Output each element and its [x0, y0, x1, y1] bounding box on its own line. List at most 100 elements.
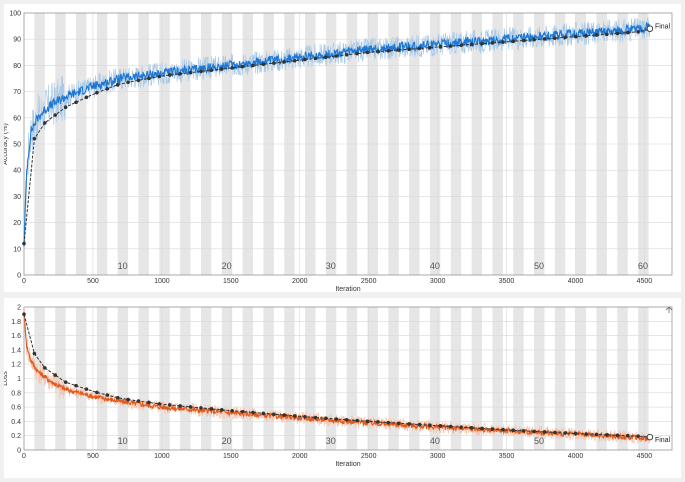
- validation-point: [178, 404, 182, 408]
- validation-point: [542, 430, 547, 434]
- validation-point: [105, 393, 110, 397]
- y-axis-label: Loss: [4, 371, 9, 386]
- x-tick-label: 3500: [499, 453, 515, 460]
- validation-point: [126, 397, 130, 402]
- validation-point: [74, 100, 78, 105]
- validation-point: [199, 406, 203, 410]
- epoch-label: 20: [222, 436, 232, 446]
- validation-point: [115, 395, 120, 400]
- x-tick-label: 0: [22, 278, 26, 285]
- loss-panel: 0 0.2 0.4 0.6 0.8 1 1.2 1.4 1.6 1.8 2 0 500 1000 1500 2…: [4, 298, 681, 478]
- validation-point: [573, 34, 578, 39]
- epoch-label: 50: [534, 436, 544, 446]
- epoch-label: 40: [430, 261, 440, 271]
- validation-point: [261, 62, 266, 67]
- validation-point: [365, 419, 370, 424]
- y-tick-label: 1.8: [11, 319, 21, 326]
- validation-point: [532, 37, 536, 42]
- validation-point: [32, 351, 37, 356]
- y-tick-label: 1.6: [11, 333, 21, 340]
- validation-point: [594, 33, 599, 37]
- validation-point: [428, 45, 432, 50]
- panel-options-icon[interactable]: [665, 306, 673, 313]
- validation-point: [553, 36, 557, 40]
- validation-point: [501, 427, 505, 432]
- epoch-label: 30: [326, 436, 336, 446]
- validation-point: [324, 416, 328, 421]
- validation-point: [407, 422, 411, 426]
- validation-point: [594, 432, 599, 437]
- validation-point: [251, 410, 255, 415]
- validation-point: [584, 432, 588, 436]
- y-tick-label: 0: [17, 273, 21, 280]
- validation-point: [334, 54, 339, 58]
- validation-point: [615, 31, 620, 36]
- validation-point: [230, 408, 234, 413]
- validation-point: [219, 408, 224, 412]
- x-axis-label: Iteration: [335, 286, 360, 292]
- x-tick-label: 2000: [292, 278, 308, 285]
- epoch-label: 50: [534, 261, 544, 271]
- validation-point: [615, 433, 620, 438]
- validation-point: [261, 411, 266, 416]
- y-tick-label: 0.4: [11, 419, 21, 426]
- validation-point: [344, 418, 349, 422]
- validation-point: [313, 56, 318, 61]
- validation-point: [563, 35, 568, 40]
- plot-frame: [23, 12, 673, 276]
- y-tick-label: 100: [9, 11, 21, 18]
- x-tick-label: 1000: [154, 278, 170, 285]
- validation-point: [521, 429, 526, 433]
- validation-point: [147, 400, 151, 405]
- y-tick-label: 70: [13, 89, 21, 96]
- validation-point: [282, 413, 287, 417]
- x-tick-label: 3000: [430, 453, 446, 460]
- y-tick-label: 10: [13, 246, 21, 253]
- training-raw-line: [23, 17, 651, 242]
- y-tick-label: 20: [13, 220, 21, 227]
- validation-point: [355, 418, 359, 423]
- y-tick-label: 90: [13, 37, 21, 44]
- x-tick-label: 500: [87, 453, 99, 460]
- validation-point: [459, 43, 463, 48]
- x-tick-label: 4500: [637, 278, 653, 285]
- validation-point: [313, 415, 318, 420]
- validation-point: [105, 86, 110, 91]
- validation-point: [272, 412, 276, 417]
- x-tick-label: 2000: [292, 453, 308, 460]
- validation-point: [386, 49, 391, 53]
- validation-point: [303, 414, 307, 419]
- validation-point: [95, 390, 99, 395]
- x-tick-label: 1000: [154, 453, 170, 460]
- validation-point: [584, 33, 588, 38]
- validation-point: [63, 105, 68, 109]
- training-smoothed-line: [23, 21, 651, 247]
- validation-point: [605, 32, 609, 36]
- validation-point: [625, 433, 630, 438]
- validation-point: [53, 373, 58, 377]
- validation-point: [365, 50, 370, 55]
- validation-point: [521, 38, 526, 43]
- validation-point: [490, 41, 495, 45]
- final-marker: [646, 433, 654, 441]
- x-tick-label: 1500: [223, 278, 239, 285]
- x-tick-label: 500: [87, 278, 99, 285]
- validation-point: [178, 71, 182, 76]
- validation-point: [43, 121, 47, 125]
- y-tick-label: 2: [17, 305, 21, 312]
- validation-point: [417, 422, 422, 427]
- validation-point: [240, 409, 245, 414]
- validation-point: [219, 67, 224, 71]
- validation-point: [636, 434, 640, 438]
- y-tick-label: 50: [13, 142, 21, 149]
- validation-point: [605, 433, 609, 437]
- validation-point: [480, 426, 484, 431]
- validation-point: [542, 37, 547, 41]
- validation-point: [490, 427, 495, 431]
- y-tick-label: 1: [17, 376, 21, 383]
- validation-point: [511, 39, 516, 44]
- validation-point: [136, 78, 141, 83]
- validation-point: [282, 60, 287, 64]
- x-tick-label: 4500: [637, 453, 653, 460]
- validation-point: [199, 69, 203, 74]
